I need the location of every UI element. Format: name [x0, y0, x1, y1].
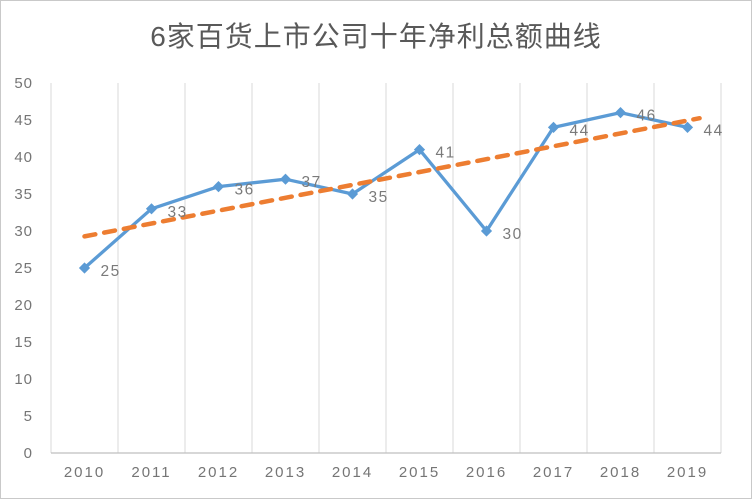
- y-axis-tick-label: 35: [14, 186, 33, 203]
- data-point-label: 36: [235, 182, 255, 199]
- x-axis-tick-label: 2014: [332, 464, 373, 481]
- data-point-label: 37: [302, 174, 322, 191]
- trend-line: [82, 115, 702, 239]
- y-axis-tick-label: 0: [24, 445, 33, 462]
- x-axis-tick-label: 2018: [600, 464, 641, 481]
- x-axis-tick-label: 2011: [131, 464, 171, 481]
- x-axis-tick-label: 2015: [399, 464, 440, 481]
- data-point-marker: [480, 225, 493, 237]
- y-axis-tick-label: 15: [14, 334, 33, 351]
- data-point-marker: [413, 144, 426, 156]
- y-axis-tick-label: 30: [14, 223, 33, 240]
- data-point-marker: [614, 107, 627, 119]
- y-axis-tick-label: 50: [14, 75, 33, 92]
- x-axis-tick-label: 2019: [667, 464, 708, 481]
- data-point-marker: [279, 173, 292, 185]
- y-axis-tick-label: 20: [14, 297, 33, 314]
- data-point-label: 35: [369, 189, 389, 206]
- data-point-marker: [145, 203, 158, 215]
- chart-title: 6家百货上市公司十年净利总额曲线: [150, 21, 602, 52]
- data-point-marker: [547, 121, 560, 133]
- data-point-label: 41: [436, 145, 456, 162]
- data-point-marker: [681, 121, 694, 133]
- series-line: [82, 110, 690, 270]
- data-point-label: 44: [704, 122, 724, 139]
- data-point-label: 25: [101, 263, 121, 280]
- data-point-marker: [346, 188, 359, 200]
- y-axis-tick-label: 5: [24, 408, 33, 425]
- y-axis-tick-label: 40: [14, 149, 33, 166]
- data-point-label: 30: [503, 226, 523, 243]
- y-axis-tick-label: 10: [14, 371, 33, 388]
- y-axis-tick-label: 25: [14, 260, 33, 277]
- x-axis-tick-label: 2013: [265, 464, 306, 481]
- data-point-label: 33: [168, 204, 188, 221]
- y-axis-tick-label: 45: [14, 112, 33, 129]
- data-point-label: 46: [637, 108, 657, 125]
- data-point-marker: [78, 262, 91, 274]
- data-point-label: 44: [570, 122, 590, 139]
- x-axis-tick-label: 2017: [533, 464, 574, 481]
- x-axis-tick-label: 2016: [466, 464, 507, 481]
- data-point-marker: [212, 181, 225, 193]
- x-axis-tick-label: 2012: [198, 464, 239, 481]
- x-axis-tick-label: 2010: [64, 464, 105, 481]
